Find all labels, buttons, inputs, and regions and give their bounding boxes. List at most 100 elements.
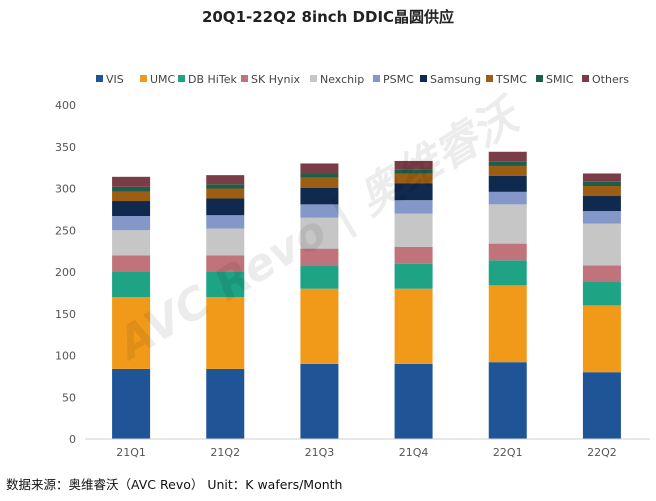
bar-segment-psmc xyxy=(394,200,433,214)
bar-segment-psmc xyxy=(300,204,339,218)
bar-segment-nexchip xyxy=(582,223,621,266)
bar-segment-vis xyxy=(394,363,433,439)
legend-label: VIS xyxy=(106,73,124,86)
legend-label: Others xyxy=(592,73,629,86)
bar-segment-others xyxy=(206,175,245,185)
bar-segment-vis xyxy=(300,363,339,439)
x-tick-label: 21Q2 xyxy=(210,446,240,459)
legend-swatch-smic xyxy=(536,75,543,82)
y-tick-label: 350 xyxy=(55,141,76,154)
bar-segment-smic xyxy=(394,169,433,174)
source-footer: 数据来源：奥维睿沃（AVC Revo） Unit：K wafers/Month xyxy=(6,477,343,492)
bar-segment-nexchip xyxy=(394,213,433,247)
legend-label: UMC xyxy=(150,73,176,86)
x-tick-label: 21Q1 xyxy=(116,446,146,459)
legend-swatch-tsmc xyxy=(486,75,493,82)
bar-segment-sk-hynix xyxy=(112,255,151,272)
bar-segment-others xyxy=(300,163,339,174)
bar-segment-psmc xyxy=(488,191,527,205)
bar-segment-vis xyxy=(206,368,245,439)
bar-segment-samsung xyxy=(394,183,433,201)
bar-segment-umc xyxy=(582,305,621,373)
bar-segment-smic xyxy=(206,184,245,189)
y-tick-label: 100 xyxy=(55,350,76,363)
bar-segment-umc xyxy=(112,297,151,369)
x-tick-label: 21Q4 xyxy=(399,446,429,459)
legend-swatch-vis xyxy=(96,75,103,82)
bar-segment-tsmc xyxy=(582,185,621,197)
bar-segment-umc xyxy=(488,285,527,363)
legend-swatch-others xyxy=(582,75,589,82)
bar-segment-umc xyxy=(206,297,245,369)
x-tick-label: 22Q1 xyxy=(493,446,523,459)
bar-segment-others xyxy=(582,173,621,182)
bar-segment-nexchip xyxy=(300,217,339,249)
bar-segment-tsmc xyxy=(394,173,433,184)
bar-segment-smic xyxy=(488,161,527,166)
bar-segment-others xyxy=(394,160,433,170)
bar-segment-nexchip xyxy=(112,230,151,256)
legend-label: TSMC xyxy=(495,73,527,86)
bar-segment-db-hitek xyxy=(206,272,245,298)
legend-swatch-samsung xyxy=(420,75,427,82)
bar-segment-db-hitek xyxy=(112,272,151,298)
legend-swatch-nexchip xyxy=(310,75,317,82)
bar-segment-samsung xyxy=(582,196,621,212)
bar-segment-samsung xyxy=(206,198,245,216)
y-tick-label: 50 xyxy=(62,391,76,404)
legend-label: SMIC xyxy=(546,73,574,86)
bar-segment-sk-hynix xyxy=(488,243,527,261)
legend-label: DB HiTek xyxy=(188,73,237,86)
bar-segment-sk-hynix xyxy=(300,248,339,266)
bar-segment-tsmc xyxy=(488,165,527,176)
bar-segment-sk-hynix xyxy=(206,255,245,272)
bar-segment-db-hitek xyxy=(300,265,339,289)
legend-swatch-sk-hynix xyxy=(241,75,248,82)
legend-label: Nexchip xyxy=(320,73,364,86)
chart-title: 20Q1-22Q2 8inch DDIC晶圆供应 xyxy=(202,8,454,26)
bar-segment-tsmc xyxy=(112,191,151,202)
y-tick-label: 300 xyxy=(55,183,76,196)
bar-segment-vis xyxy=(582,372,621,439)
bar-segment-samsung xyxy=(112,201,151,217)
bar-segment-others xyxy=(488,151,527,162)
bar-segment-smic xyxy=(300,173,339,178)
y-tick-label: 0 xyxy=(69,433,76,446)
bar-segment-smic xyxy=(582,181,621,186)
legend: VIS UMC DB HiTek SK Hynix Nexchip PSMC Samsung… xyxy=(96,73,629,86)
bar-segment-umc xyxy=(394,288,433,364)
bar-segment-tsmc xyxy=(206,188,245,199)
bar-segment-samsung xyxy=(488,175,527,192)
y-tick-label: 150 xyxy=(55,308,76,321)
legend-swatch-db-hitek xyxy=(178,75,185,82)
bar-segment-db-hitek xyxy=(488,260,527,286)
y-tick-label: 400 xyxy=(55,99,76,112)
y-tick-label: 200 xyxy=(55,266,76,279)
bar-segment-tsmc xyxy=(300,177,339,188)
bar-segment-samsung xyxy=(300,187,339,205)
bar-segment-db-hitek xyxy=(394,263,433,289)
bar-segment-psmc xyxy=(112,216,151,231)
legend-label: PSMC xyxy=(383,73,414,86)
legend-label: SK Hynix xyxy=(251,73,301,86)
bar-segment-sk-hynix xyxy=(394,246,433,264)
y-tick-label: 250 xyxy=(55,224,76,237)
bar-segment-vis xyxy=(488,362,527,439)
bar-segment-others xyxy=(112,176,151,187)
bar-segment-sk-hynix xyxy=(582,265,621,283)
bar-segment-psmc xyxy=(206,215,245,229)
x-tick-label: 22Q2 xyxy=(587,446,617,459)
bars xyxy=(112,151,621,439)
bar-segment-vis xyxy=(112,368,151,439)
bar-segment-nexchip xyxy=(206,228,245,256)
x-axis: 21Q1 21Q2 21Q3 21Q4 22Q1 22Q2 xyxy=(85,438,650,459)
bar-segment-umc xyxy=(300,288,339,364)
bar-segment-psmc xyxy=(582,211,621,224)
legend-label: Samsung xyxy=(430,73,481,86)
x-tick-label: 21Q3 xyxy=(305,446,335,459)
bar-segment-db-hitek xyxy=(582,282,621,306)
bar-segment-nexchip xyxy=(488,204,527,244)
legend-swatch-psmc xyxy=(373,75,380,82)
y-axis: 0 50 100 150 200 250 300 350 400 xyxy=(55,99,76,446)
